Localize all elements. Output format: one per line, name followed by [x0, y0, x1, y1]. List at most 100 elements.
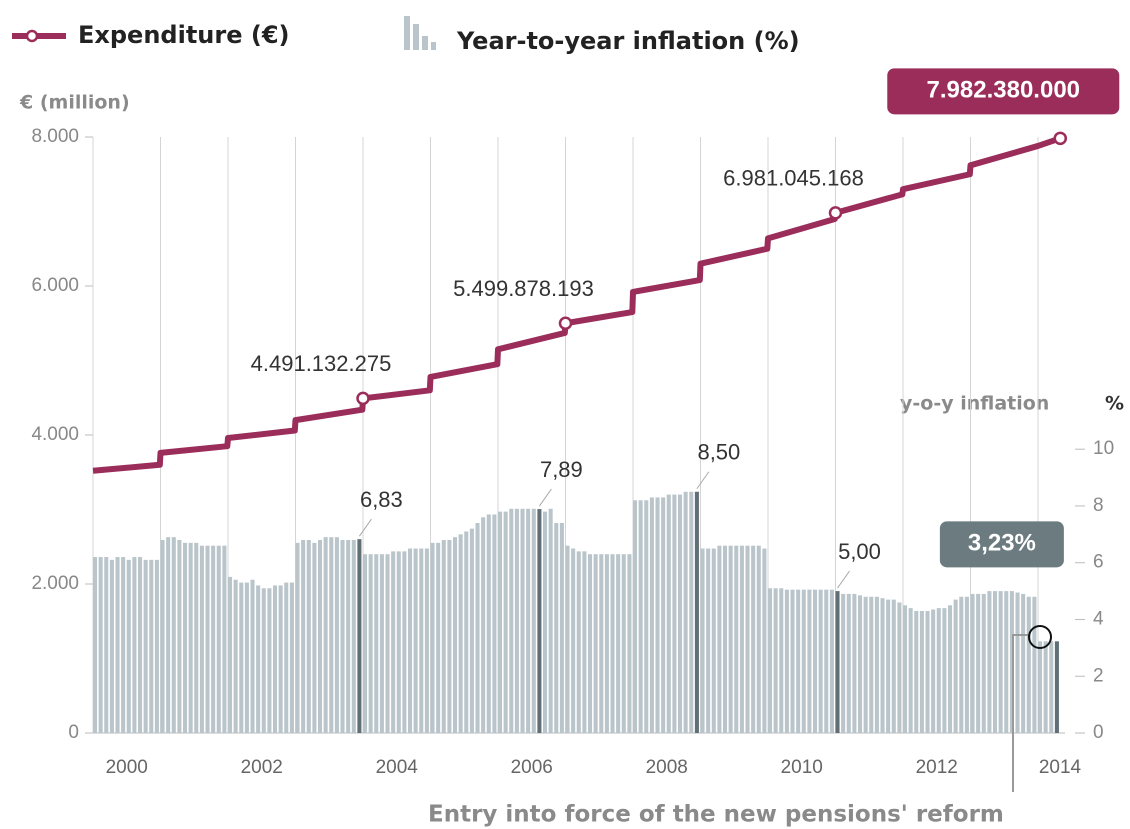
y-tick-label: 8.000	[31, 126, 79, 147]
bar	[548, 508, 553, 733]
value-badge	[887, 68, 1120, 115]
bar	[329, 537, 334, 733]
bar	[739, 545, 744, 733]
bar	[824, 589, 829, 733]
bar	[571, 548, 576, 733]
y2-tick-label: 6	[1093, 552, 1104, 573]
bar	[919, 610, 924, 733]
bar	[166, 537, 171, 733]
bar	[683, 491, 688, 733]
bar	[1032, 596, 1037, 733]
bar	[666, 494, 671, 733]
bar	[171, 537, 176, 733]
bar	[492, 514, 497, 733]
bar	[514, 508, 519, 733]
bar	[486, 514, 491, 733]
bar	[430, 542, 435, 733]
bar	[768, 588, 773, 733]
bar	[143, 559, 148, 733]
point-marker	[558, 316, 573, 331]
bar	[903, 605, 908, 733]
bar	[801, 589, 806, 733]
bar	[436, 542, 441, 733]
bar	[250, 579, 255, 733]
bar	[402, 551, 407, 733]
bar	[756, 545, 761, 733]
value-badge	[939, 521, 1064, 568]
bar	[964, 596, 969, 733]
bar	[374, 554, 379, 733]
bar	[717, 545, 722, 733]
x-tick-label: 2010	[781, 757, 823, 778]
bar	[503, 511, 508, 733]
bar	[948, 605, 953, 733]
bar	[183, 542, 188, 733]
bar	[942, 608, 947, 733]
bar	[835, 591, 840, 733]
bar	[216, 545, 221, 733]
value-label: 6.981.045.168	[723, 166, 864, 191]
bar	[1043, 641, 1048, 733]
bar	[109, 559, 114, 733]
bar	[475, 522, 480, 733]
bar	[408, 548, 413, 733]
bar	[520, 508, 525, 733]
value-leader	[837, 570, 850, 589]
y2-tick-label: 8	[1093, 495, 1104, 516]
bar	[1049, 641, 1054, 733]
bar	[728, 545, 733, 733]
bar	[723, 545, 728, 733]
bar	[649, 497, 654, 733]
bar	[340, 540, 345, 733]
bars	[93, 491, 1059, 733]
bar	[880, 598, 885, 733]
bar	[1004, 591, 1009, 733]
bar	[790, 589, 795, 733]
annotation-leader	[1012, 634, 1028, 792]
bar	[818, 589, 823, 733]
bar	[531, 508, 536, 733]
bar	[576, 551, 581, 733]
x-tick-label: 2012	[916, 757, 958, 778]
legend-bar-icon	[404, 16, 436, 50]
bar	[953, 599, 958, 733]
value-leader	[538, 488, 552, 507]
annotation-text: Entry into force of the new pensions' re…	[428, 802, 1004, 828]
bar	[891, 599, 896, 733]
bar	[149, 559, 154, 733]
bar	[385, 554, 390, 733]
value-label: 8,50	[697, 440, 740, 465]
y2-axis-label: y-o-y inflation	[900, 393, 1049, 415]
bar	[931, 609, 936, 733]
bar	[413, 548, 418, 733]
bar	[104, 557, 109, 733]
bar	[779, 588, 784, 733]
bar	[925, 610, 930, 733]
labels: 4.491.132.275 5.499.878.193 6.981.045.168 7…	[251, 68, 1120, 589]
legend-label: Expenditure (€)	[78, 21, 290, 49]
value-label: 4.491.132.275	[251, 351, 392, 376]
bar	[222, 545, 227, 733]
bar	[199, 545, 204, 733]
bar	[644, 500, 649, 733]
y2-tick-label: 2	[1093, 665, 1104, 686]
bar	[334, 537, 339, 733]
x-tick-label: 2000	[106, 757, 148, 778]
bar	[993, 591, 998, 733]
bar	[745, 545, 750, 733]
bar	[357, 539, 362, 733]
bar	[267, 588, 272, 733]
bar	[672, 494, 677, 733]
bar	[863, 596, 868, 733]
bar	[706, 548, 711, 733]
bar	[379, 554, 384, 733]
bar	[588, 554, 593, 733]
bar	[318, 540, 323, 733]
bar	[498, 511, 503, 733]
bar	[1021, 593, 1026, 733]
bar	[351, 540, 356, 733]
bar	[565, 545, 570, 733]
bar	[582, 551, 587, 733]
bar	[678, 494, 683, 733]
value-label: 7,89	[540, 457, 583, 482]
